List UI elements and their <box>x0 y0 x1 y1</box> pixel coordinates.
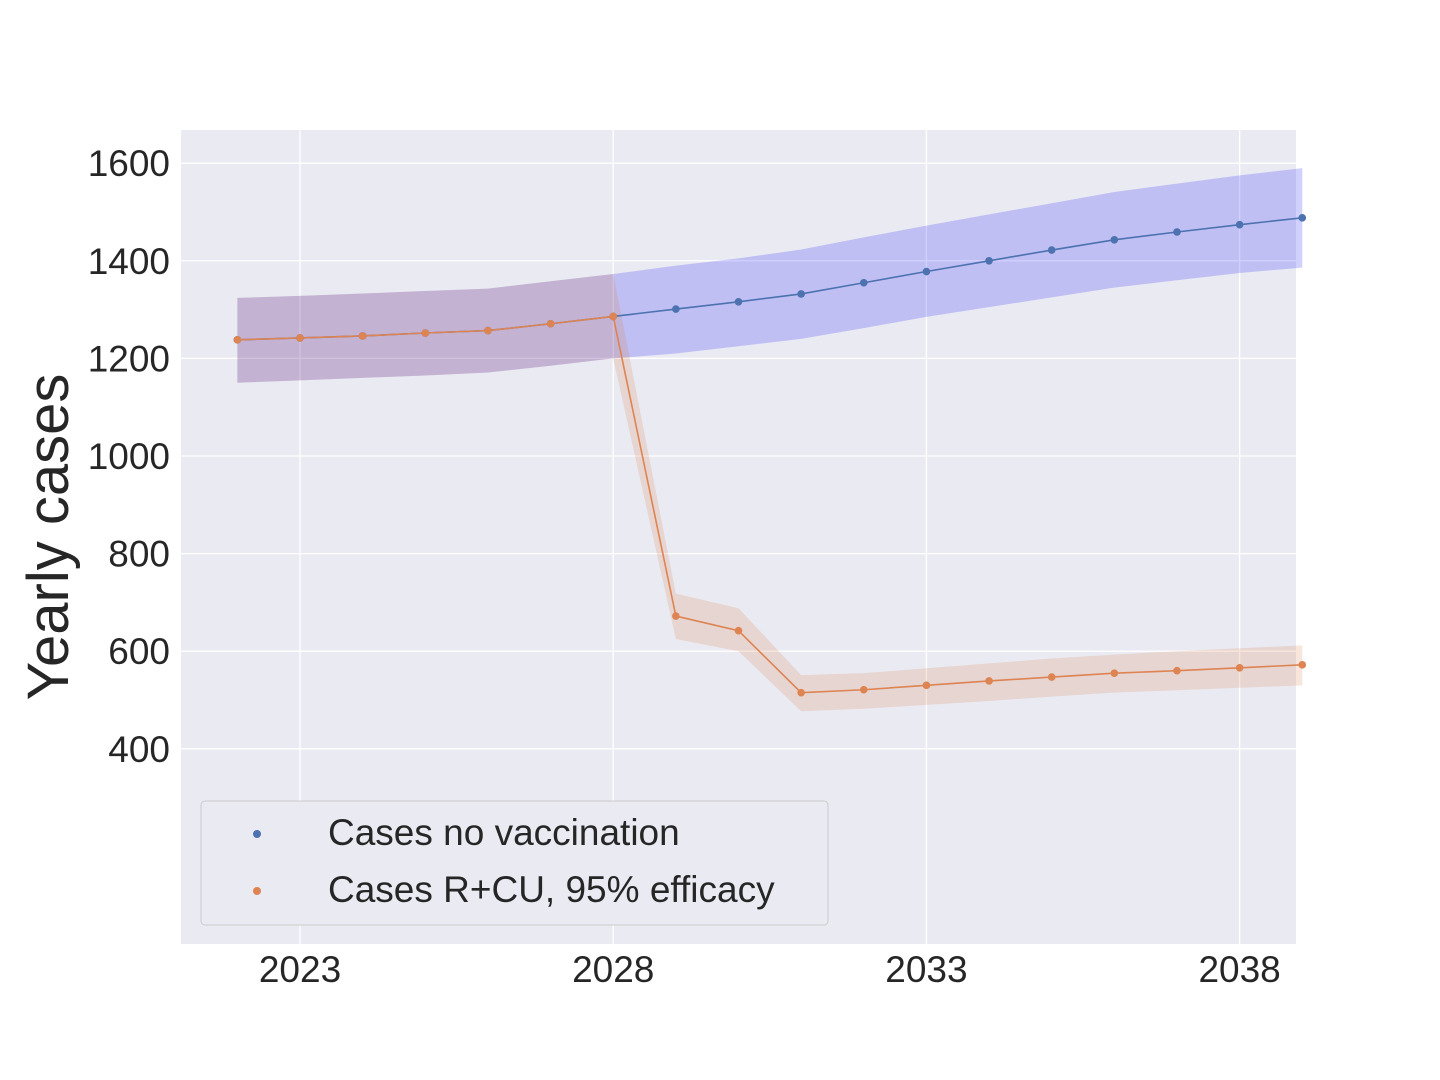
point-no-vaccination-2037 <box>1173 228 1181 236</box>
x-tick-label-2023: 2023 <box>259 949 341 990</box>
y-tick-label-1600: 1600 <box>88 143 170 184</box>
point-rcu-95-2023 <box>296 334 304 342</box>
point-rcu-95-2031 <box>797 688 805 697</box>
grid <box>181 130 1296 944</box>
point-no-vaccination-2035 <box>1047 246 1056 254</box>
point-rcu-95-2027 <box>546 319 555 328</box>
point-rcu-95-2035 <box>1047 673 1056 681</box>
point-rcu-95-2024 <box>358 332 367 340</box>
point-rcu-95-2025 <box>421 329 430 337</box>
series-lines <box>237 217 1303 694</box>
y-tick-label-1400: 1400 <box>88 241 170 282</box>
y-tick-label-600: 600 <box>108 631 170 672</box>
legend-marker-no-vaccination <box>253 830 261 838</box>
legend-label-rcu-95: Cases R+CU, 95% efficacy <box>328 869 775 910</box>
point-rcu-95-2033 <box>922 681 931 690</box>
point-no-vaccination-2033 <box>922 267 931 276</box>
point-rcu-95-2026 <box>484 326 492 335</box>
x-tick-label-2028: 2028 <box>572 949 654 990</box>
point-rcu-95-2030 <box>734 626 743 635</box>
point-rcu-95-2037 <box>1173 666 1181 675</box>
y-tick-label-1200: 1200 <box>88 338 170 379</box>
point-no-vaccination-2032 <box>859 278 868 287</box>
x-tick-label-2033: 2033 <box>885 949 967 990</box>
point-no-vaccination-2039 <box>1298 214 1307 222</box>
point-no-vaccination-2030 <box>734 297 743 306</box>
legend-label-no-vaccination: Cases no vaccination <box>328 812 680 853</box>
series-points <box>233 214 1307 697</box>
point-rcu-95-2032 <box>859 685 868 694</box>
point-no-vaccination-2034 <box>985 256 993 265</box>
y-tick-label-400: 400 <box>108 729 170 770</box>
point-rcu-95-2038 <box>1235 663 1244 672</box>
point-rcu-95-2034 <box>985 677 993 685</box>
legend: Cases no vaccination Cases R+CU, 95% eff… <box>200 800 829 926</box>
legend-box <box>200 800 829 926</box>
band-rcu-95 <box>237 273 1303 712</box>
point-no-vaccination-2031 <box>797 290 805 298</box>
line-rcu-95 <box>237 315 1303 694</box>
y-axis-label: Yearly cases <box>16 374 81 701</box>
point-no-vaccination-2036 <box>1110 236 1119 244</box>
legend-marker-rcu-95 <box>253 887 261 895</box>
y-tick-label-1000: 1000 <box>88 436 170 477</box>
y-tick-label-800: 800 <box>108 534 170 575</box>
point-rcu-95-2029 <box>672 612 680 620</box>
x-tick-label-2038: 2038 <box>1198 949 1280 990</box>
point-no-vaccination-2038 <box>1235 220 1244 229</box>
point-rcu-95-2028 <box>609 312 618 321</box>
point-rcu-95-2036 <box>1110 669 1119 677</box>
tick-labels: 400 600 800 1000 1200 1400 1600 2023 2028 2033 203… <box>88 143 1281 990</box>
point-rcu-95-2039 <box>1298 661 1307 669</box>
point-no-vaccination-2029 <box>672 305 680 313</box>
point-rcu-95-2022 <box>233 336 242 344</box>
